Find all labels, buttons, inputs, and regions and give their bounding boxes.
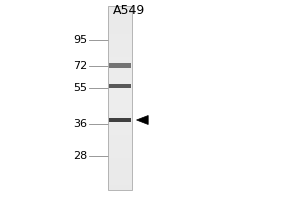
Bar [108, 66, 132, 70]
Bar [108, 75, 132, 80]
Text: 95: 95 [73, 35, 87, 45]
Text: 55: 55 [73, 83, 87, 93]
Bar [108, 185, 132, 190]
Bar [108, 38, 132, 43]
Bar [108, 148, 132, 153]
Bar [108, 176, 132, 181]
Text: 36: 36 [73, 119, 87, 129]
Bar [109, 118, 131, 122]
Bar [108, 79, 132, 84]
Bar [108, 6, 132, 190]
Bar [108, 6, 132, 11]
Bar [108, 144, 132, 149]
Bar [109, 63, 131, 68]
Bar [108, 89, 132, 93]
Bar [108, 130, 132, 135]
Bar [108, 167, 132, 172]
Bar [108, 29, 132, 34]
Bar [108, 52, 132, 57]
Bar [108, 70, 132, 75]
Bar [108, 33, 132, 38]
Bar [108, 15, 132, 20]
Bar [108, 107, 132, 112]
Bar [108, 24, 132, 29]
Bar [108, 116, 132, 121]
Bar [108, 139, 132, 144]
Bar [108, 20, 132, 24]
Bar [108, 171, 132, 176]
Bar [108, 56, 132, 61]
Bar [108, 135, 132, 139]
Bar [108, 125, 132, 130]
Bar [108, 47, 132, 52]
Bar [108, 98, 132, 103]
Bar [108, 93, 132, 98]
Bar [108, 162, 132, 167]
Bar [108, 6, 132, 190]
Bar [108, 84, 132, 89]
Text: 28: 28 [73, 151, 87, 161]
Text: A549: A549 [113, 3, 145, 17]
Bar [109, 84, 131, 88]
Bar [108, 102, 132, 107]
Text: 72: 72 [73, 61, 87, 71]
Bar [108, 181, 132, 185]
Bar [108, 61, 132, 66]
Bar [108, 10, 132, 15]
Bar [108, 121, 132, 126]
Bar [108, 43, 132, 47]
Bar [108, 153, 132, 158]
Bar [108, 112, 132, 116]
Bar [108, 158, 132, 162]
Polygon shape [136, 115, 148, 124]
